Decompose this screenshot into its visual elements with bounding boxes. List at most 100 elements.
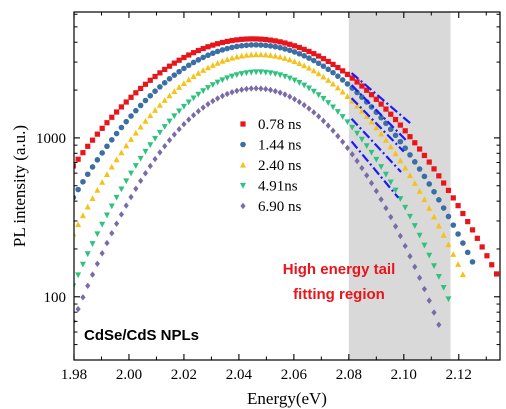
data-point — [330, 69, 336, 76]
data-point — [325, 77, 332, 83]
legend-marker — [240, 121, 246, 127]
data-point — [305, 85, 312, 92]
data-point — [469, 259, 476, 265]
data-point — [258, 42, 264, 48]
data-point — [142, 81, 149, 87]
data-point — [301, 53, 307, 59]
data-point — [282, 91, 288, 98]
data-point — [190, 59, 197, 66]
x-tick-label: 1.98 — [61, 367, 87, 383]
data-point — [426, 297, 432, 304]
data-point — [166, 118, 173, 125]
y-axis-label: PL intensity (a.u.) — [10, 125, 29, 247]
data-point — [311, 109, 317, 116]
data-point — [204, 85, 211, 91]
data-point — [205, 52, 211, 59]
data-point — [128, 136, 135, 142]
data-point — [132, 129, 139, 136]
data-point — [469, 227, 476, 233]
data-point — [406, 213, 413, 220]
data-point — [123, 202, 129, 209]
x-axis-label: Energy(eV) — [247, 389, 327, 408]
data-point — [205, 100, 211, 108]
data-point — [378, 164, 385, 170]
data-point — [114, 220, 120, 227]
data-point — [325, 122, 331, 129]
legend: 0.78 ns 1.44 ns 2.40 ns 4.91ns 6.90 ns — [240, 117, 302, 215]
fit-line-5 — [350, 140, 400, 199]
data-point — [200, 104, 206, 111]
fit-line-1 — [350, 72, 413, 126]
data-point — [450, 251, 457, 257]
data-point — [431, 166, 437, 172]
y-tick-label: 100 — [44, 290, 67, 306]
data-point — [277, 89, 283, 96]
data-point — [162, 142, 168, 150]
data-point — [214, 48, 221, 55]
data-point — [450, 195, 456, 201]
x-tick-label: 2.00 — [116, 367, 142, 383]
data-point — [358, 136, 365, 143]
data-point — [118, 186, 125, 193]
data-point — [74, 283, 77, 288]
data-point — [281, 55, 288, 61]
data-point — [229, 88, 235, 96]
data-point — [397, 157, 404, 164]
fit-lines — [350, 72, 413, 199]
data-point — [436, 173, 442, 179]
data-point — [402, 242, 408, 250]
data-point — [392, 187, 399, 194]
data-point — [426, 204, 433, 211]
data-point — [257, 51, 264, 58]
data-point — [407, 152, 413, 158]
data-point — [392, 132, 399, 139]
legend-marker — [240, 141, 246, 148]
data-point — [66, 295, 72, 301]
data-point — [243, 51, 250, 58]
data-point — [387, 126, 394, 133]
y-tick-label: 1000 — [36, 131, 66, 147]
data-point — [109, 114, 115, 120]
data-point — [267, 70, 274, 77]
data-point — [190, 112, 197, 119]
data-point — [142, 117, 149, 124]
data-point — [296, 60, 303, 66]
x-tick-label: 2.02 — [171, 367, 197, 383]
data-point — [493, 271, 500, 277]
data-point — [103, 212, 110, 219]
data-point — [344, 81, 351, 87]
data-point — [296, 98, 302, 106]
data-point — [157, 149, 163, 156]
data-point — [195, 91, 202, 98]
data-point — [258, 36, 264, 42]
data-point — [479, 244, 485, 250]
data-point — [113, 130, 120, 137]
data-point — [108, 163, 115, 170]
data-point — [99, 125, 105, 131]
data-point — [171, 131, 177, 138]
data-point — [89, 195, 96, 201]
data-point — [267, 37, 274, 43]
data-point — [349, 75, 355, 81]
data-point — [335, 132, 341, 140]
data-point — [114, 109, 120, 115]
data-point — [123, 99, 129, 105]
data-point — [440, 205, 447, 211]
data-point — [118, 211, 125, 218]
data-point — [417, 146, 423, 152]
data-point — [354, 79, 360, 85]
data-point — [277, 44, 283, 51]
data-point — [84, 251, 91, 258]
data-point — [421, 173, 428, 180]
data-point — [80, 294, 86, 301]
data-point — [286, 47, 293, 54]
data-point — [325, 58, 331, 65]
data-point — [209, 82, 216, 89]
data-point — [176, 68, 182, 75]
data-point — [176, 126, 182, 133]
legend-label: 4.91ns — [258, 179, 298, 195]
data-point — [224, 45, 231, 52]
data-point — [219, 92, 226, 100]
data-point — [262, 69, 269, 76]
data-point — [315, 70, 322, 77]
